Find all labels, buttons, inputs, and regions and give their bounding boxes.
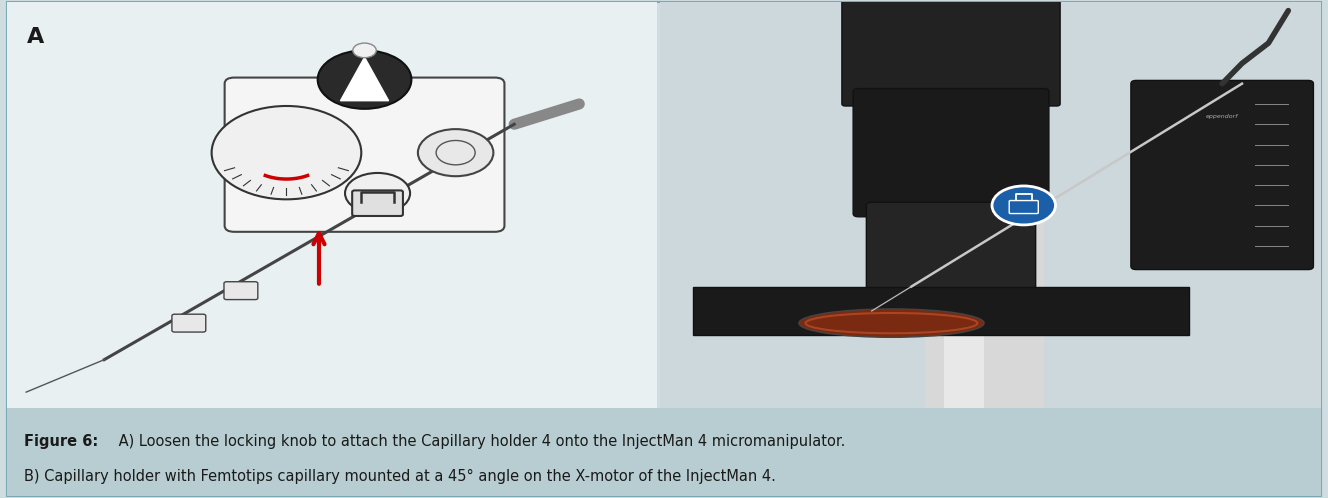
Text: eppendorf: eppendorf [1206,114,1239,119]
FancyBboxPatch shape [1131,80,1313,269]
FancyBboxPatch shape [7,408,1321,496]
Circle shape [317,50,412,109]
FancyBboxPatch shape [853,89,1049,217]
FancyBboxPatch shape [171,314,206,332]
Circle shape [992,186,1056,225]
FancyBboxPatch shape [7,2,1321,496]
FancyBboxPatch shape [866,202,1036,290]
FancyBboxPatch shape [1009,201,1038,214]
Circle shape [353,43,376,58]
Circle shape [436,140,475,165]
Text: A) Loosen the locking knob to attach the Capillary holder 4 onto the InjectMan 4: A) Loosen the locking knob to attach the… [114,434,846,449]
FancyBboxPatch shape [7,2,657,408]
FancyBboxPatch shape [944,2,984,408]
Text: B: B [680,27,697,47]
FancyBboxPatch shape [842,0,1060,106]
Text: B) Capillary holder with Femtotips capillary mounted at a 45° angle on the X-mot: B) Capillary holder with Femtotips capil… [24,469,776,484]
FancyBboxPatch shape [224,282,258,300]
FancyBboxPatch shape [224,78,505,232]
FancyBboxPatch shape [660,2,1321,408]
FancyBboxPatch shape [352,190,402,216]
FancyBboxPatch shape [693,287,1189,335]
Circle shape [211,106,361,199]
FancyBboxPatch shape [660,2,1321,408]
Ellipse shape [799,309,984,337]
Circle shape [345,173,410,214]
FancyBboxPatch shape [924,2,1044,408]
Text: Figure 6:: Figure 6: [24,434,98,449]
Polygon shape [340,57,389,101]
Text: A: A [27,27,44,47]
Circle shape [418,129,494,176]
